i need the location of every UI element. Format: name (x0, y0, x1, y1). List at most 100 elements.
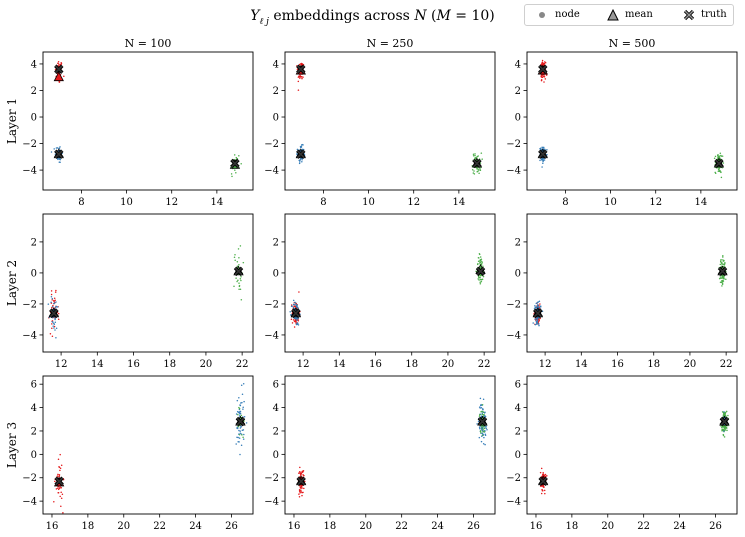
node-point (55, 336, 57, 339)
node-point (240, 444, 243, 447)
node-point (237, 440, 239, 443)
x-tick-label: 20 (359, 521, 372, 532)
axes-frame (42, 375, 254, 515)
node-point (290, 318, 293, 321)
node-point (543, 159, 546, 161)
y-tick-label: 4 (273, 59, 279, 70)
x-tick-label: 20 (684, 359, 697, 370)
node-point (51, 320, 54, 323)
y-tick-label: 2 (273, 86, 279, 97)
node-point (61, 493, 64, 495)
node-point (293, 326, 296, 328)
column-title: N = 100 (125, 37, 172, 50)
node-point (298, 493, 300, 495)
node-point (724, 262, 726, 265)
y-tick-label: −4 (506, 166, 521, 177)
y-tick-label: 6 (515, 380, 521, 391)
truth-marker (475, 266, 486, 277)
node-point (301, 144, 303, 146)
node-point (300, 76, 302, 78)
node-point (479, 404, 482, 407)
node-point (291, 322, 294, 324)
x-tick-label: 22 (637, 521, 650, 532)
node-point (235, 156, 238, 159)
node-point (58, 147, 60, 150)
node-point (477, 278, 479, 280)
node-point (296, 319, 298, 322)
column-title: N = 250 (367, 37, 414, 50)
x-tick-label: 22 (153, 521, 166, 532)
node-point (50, 293, 53, 296)
y-tick-label: 2 (273, 426, 279, 437)
node-point (300, 486, 302, 488)
node-point (537, 304, 539, 306)
node-point (301, 487, 303, 489)
node-point (54, 480, 56, 483)
node-point (541, 76, 544, 79)
node-point (239, 427, 242, 429)
node-point (238, 257, 240, 259)
node-point (238, 154, 240, 157)
x-tick-label: 12 (297, 359, 310, 370)
node-point (239, 410, 242, 413)
node-point (726, 429, 728, 432)
node-point (60, 487, 63, 489)
x-tick-label: 12 (649, 197, 662, 208)
node-point (536, 322, 539, 325)
node-point (298, 490, 301, 492)
node-point (298, 472, 300, 474)
node-point (482, 411, 485, 413)
node-point (539, 303, 541, 305)
truth-marker (538, 476, 548, 486)
node-point (479, 277, 481, 279)
node-point (57, 312, 60, 315)
y-tick-label: 2 (31, 426, 37, 437)
y-tick-label: −4 (506, 330, 521, 341)
scatter-points (537, 59, 725, 179)
node-point (59, 453, 61, 456)
node-point (479, 283, 482, 285)
node-point (539, 159, 541, 162)
x-tick-label: 14 (211, 197, 224, 208)
node-point (55, 301, 57, 303)
node-point (301, 160, 303, 163)
node-point (472, 172, 475, 174)
row-label: Layer 1 (5, 98, 19, 144)
node-point (722, 256, 724, 258)
y-tick-label: −2 (264, 139, 279, 150)
y-tick-label: 4 (273, 403, 279, 414)
node-point (50, 151, 53, 153)
y-tick-label: 4 (515, 403, 521, 414)
node-point (242, 408, 244, 410)
y-tick-label: −2 (506, 139, 521, 150)
node-point (238, 433, 241, 436)
node-point (481, 260, 483, 263)
node-point (242, 429, 245, 431)
node-point (723, 265, 725, 267)
node-point (239, 432, 242, 435)
truth-marker (296, 64, 306, 74)
node-point (718, 277, 721, 280)
node-point (481, 434, 484, 437)
node-point (60, 497, 63, 500)
node-point (53, 323, 56, 326)
node-point (300, 62, 302, 65)
node-point (57, 158, 59, 161)
node-point (239, 453, 241, 456)
node-point (302, 76, 304, 78)
title-n: N (414, 8, 427, 24)
node-point (534, 304, 536, 307)
x-tick-label: 24 (673, 521, 686, 532)
y-tick-label: 4 (31, 403, 37, 414)
truth-marker (538, 64, 548, 74)
node-point (59, 161, 61, 164)
y-tick-label: 0 (273, 113, 279, 124)
row-label: Layer 3 (5, 422, 19, 468)
node-point (236, 280, 238, 283)
node-point (58, 158, 61, 161)
node-point (57, 488, 60, 491)
node-point (546, 475, 548, 477)
node-point (51, 323, 53, 325)
node-point (482, 431, 484, 433)
